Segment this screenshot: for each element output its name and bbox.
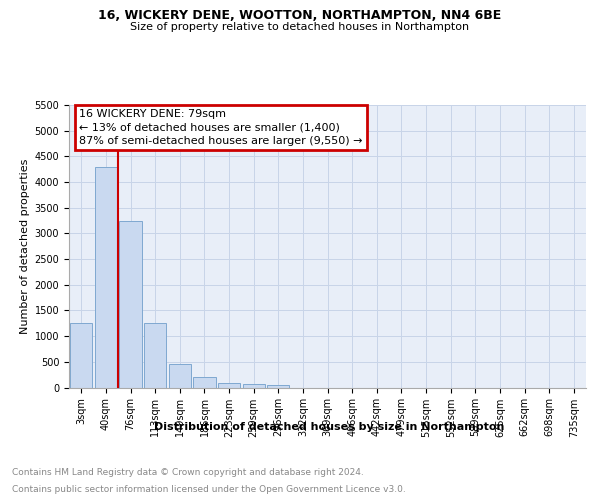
- Bar: [218, 384, 240, 388]
- Text: Size of property relative to detached houses in Northampton: Size of property relative to detached ho…: [130, 22, 470, 32]
- Bar: [242, 384, 265, 388]
- Y-axis label: Number of detached properties: Number of detached properties: [20, 158, 31, 334]
- Bar: [70, 324, 92, 388]
- Bar: [119, 220, 142, 388]
- Bar: [193, 377, 215, 388]
- Bar: [169, 364, 191, 388]
- Bar: [144, 324, 166, 388]
- Text: Contains HM Land Registry data © Crown copyright and database right 2024.: Contains HM Land Registry data © Crown c…: [12, 468, 364, 477]
- Text: 16 WICKERY DENE: 79sqm
← 13% of detached houses are smaller (1,400)
87% of semi-: 16 WICKERY DENE: 79sqm ← 13% of detached…: [79, 109, 363, 146]
- Text: 16, WICKERY DENE, WOOTTON, NORTHAMPTON, NN4 6BE: 16, WICKERY DENE, WOOTTON, NORTHAMPTON, …: [98, 9, 502, 22]
- Text: Contains public sector information licensed under the Open Government Licence v3: Contains public sector information licen…: [12, 484, 406, 494]
- Bar: [267, 384, 289, 388]
- Bar: [95, 166, 117, 388]
- Text: Distribution of detached houses by size in Northampton: Distribution of detached houses by size …: [154, 422, 504, 432]
